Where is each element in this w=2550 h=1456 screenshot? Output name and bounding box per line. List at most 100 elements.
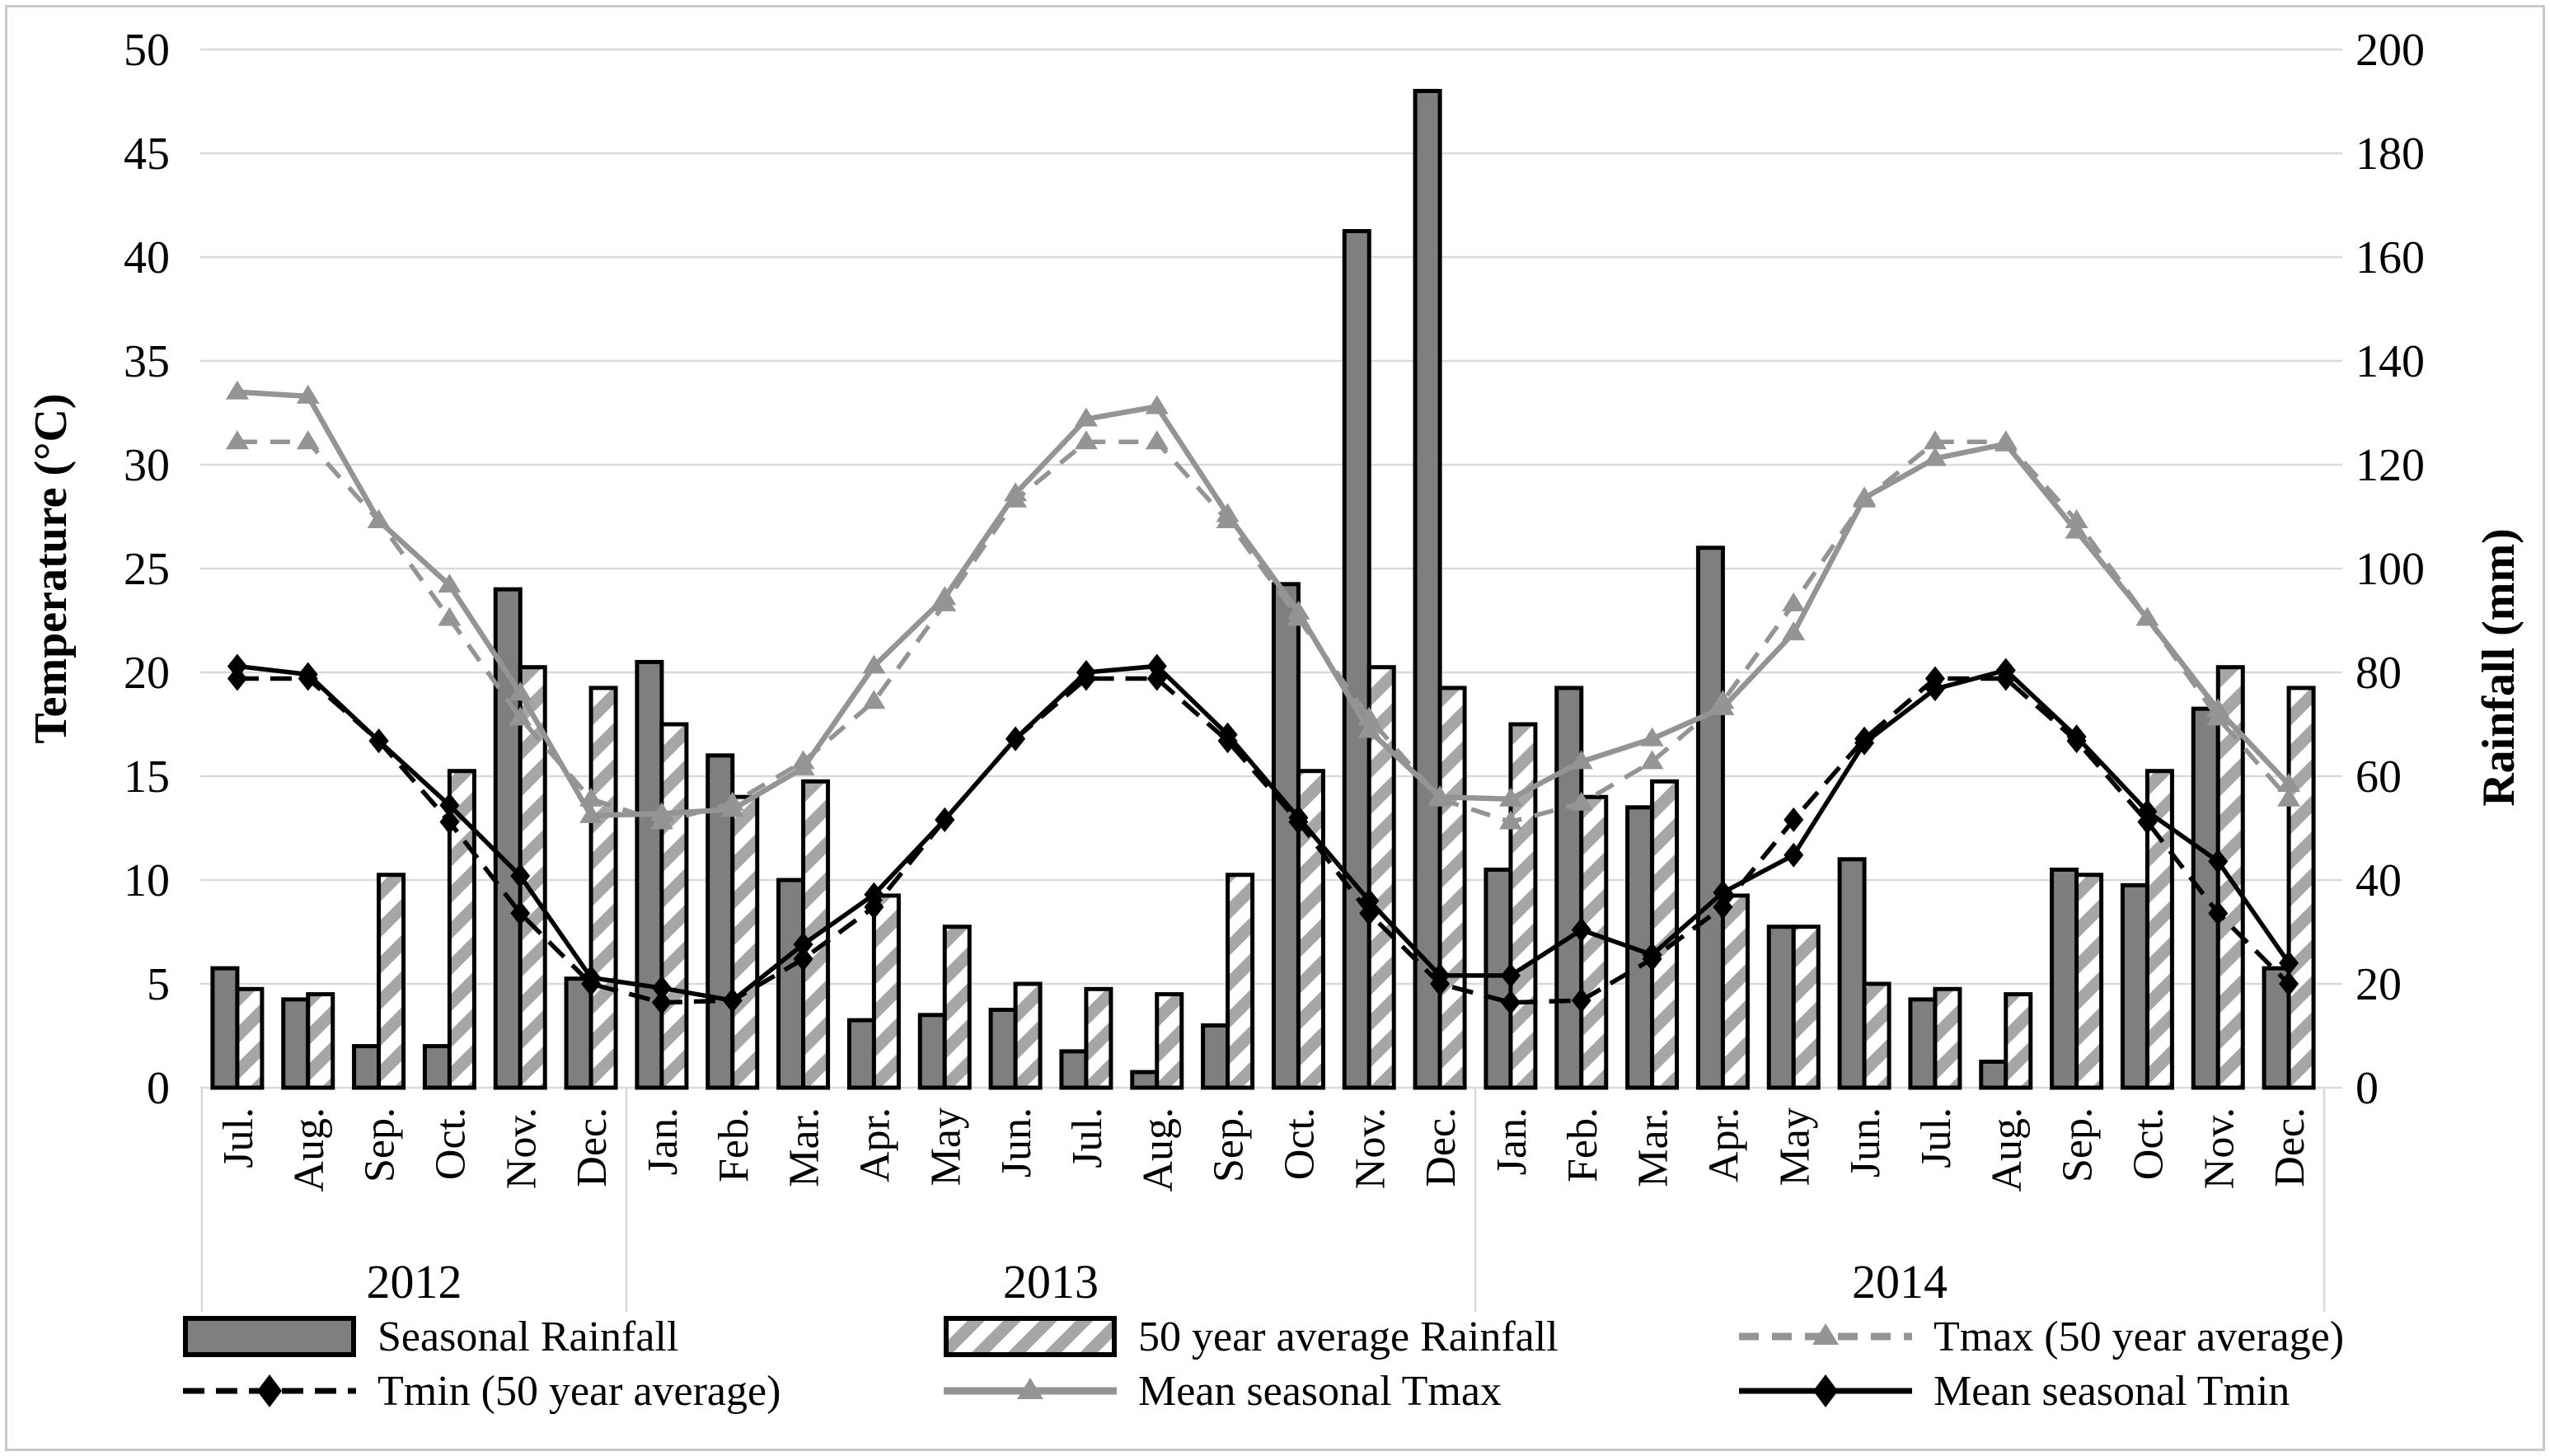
month-label: Dec. [569, 1107, 616, 1187]
bar-seasonal [564, 976, 593, 1090]
left-tick-label: 50 [124, 25, 170, 76]
month-label: Mar. [1630, 1107, 1677, 1187]
diamond-marker [1146, 653, 1167, 679]
triangle-marker [1923, 447, 1947, 466]
month-label: Jul. [215, 1107, 262, 1168]
month-label: Sep. [357, 1107, 404, 1182]
bar-average [2074, 873, 2104, 1090]
bar-seasonal [1908, 997, 1938, 1090]
right-tick-label: 160 [2355, 232, 2425, 283]
right-tick-label: 20 [2355, 959, 2402, 1010]
triangle-marker [1498, 787, 1522, 807]
month-label: May [1771, 1107, 1818, 1186]
diamond-marker [864, 882, 884, 907]
diamond-marker [1288, 805, 1309, 831]
triangle-marker [1287, 600, 1310, 620]
chart-frame [5, 5, 2545, 1451]
bar-average [2215, 665, 2245, 1090]
diamond-marker [2208, 849, 2229, 874]
triangle-marker [1498, 810, 1522, 830]
right-tick-label: 200 [2355, 25, 2425, 76]
bars-50yr-average-rainfall [235, 665, 2316, 1090]
triangle-marker [1711, 695, 1735, 715]
bar-average [588, 686, 618, 1090]
bar-seasonal [1837, 857, 1867, 1090]
month-label: Aug. [1135, 1107, 1182, 1192]
diamond-marker [227, 666, 247, 691]
diamond-marker [1713, 894, 1733, 920]
series-line [237, 439, 2291, 825]
diamond-marker [1713, 880, 1733, 906]
triangle-marker [438, 606, 462, 626]
dashed-gray-triangle-line-icon [1739, 1315, 1912, 1358]
bar-average [1791, 925, 1821, 1090]
bar-seasonal [635, 659, 664, 1090]
month-label: Aug. [286, 1107, 333, 1192]
diamond-marker [1854, 730, 1875, 756]
bar-average [1226, 873, 1255, 1090]
series-line [237, 663, 2291, 1004]
diamond-marker [1500, 962, 1521, 988]
year-separators [200, 1088, 2326, 1312]
month-label: Oct. [1276, 1107, 1323, 1180]
legend-label: 50 year average Rainfall [1138, 1313, 1559, 1360]
month-labels: Jul. Aug. Sep. Oct. Nov. Dec. Jan. Feb. Mar. Apr.… [215, 1107, 2313, 1192]
month-label: Apr. [851, 1107, 898, 1182]
right-tick-label: 180 [2355, 129, 2425, 180]
bar-seasonal [2050, 867, 2079, 1090]
diamond-marker [793, 932, 813, 957]
left-tick-label: 0 [147, 1063, 170, 1114]
diamond-marker [1571, 917, 1591, 943]
right-tick-label: 40 [2355, 855, 2402, 906]
dashed-black-diamond-line-icon [183, 1369, 356, 1412]
series-line [237, 676, 2291, 1005]
solid-bar-swatch-icon [183, 1316, 356, 1357]
triangle-marker [296, 430, 320, 450]
legend-item-seasonal-rainfall: Seasonal Rainfall [183, 1310, 678, 1363]
bar-average [1084, 986, 1113, 1090]
year-label: 2014 [1852, 1255, 1948, 1309]
bar-seasonal [422, 1044, 452, 1090]
diamond-marker [2208, 901, 2229, 926]
diamond-marker [439, 809, 460, 835]
year-labels: 2012 2013 2014 [367, 1255, 1948, 1309]
month-label: Mar. [781, 1107, 828, 1187]
triangle-marker [509, 681, 532, 701]
bar-average [801, 779, 831, 1090]
hatched-bar-swatch-icon [944, 1316, 1117, 1357]
bar-seasonal [917, 1013, 947, 1090]
legend-item-50yr-average-rainfall: 50 year average Rainfall [944, 1310, 1559, 1363]
triangle-marker [862, 654, 886, 674]
month-label: Jun. [993, 1107, 1040, 1177]
triangle-marker [225, 430, 249, 450]
legend-label: Mean seasonal Tmin [1934, 1367, 2290, 1415]
month-label: Sep. [1206, 1107, 1253, 1182]
triangle-marker [2206, 698, 2230, 718]
month-label: Aug. [1984, 1107, 2031, 1192]
diamond-marker [581, 965, 602, 990]
month-label: Dec. [2266, 1107, 2313, 1187]
left-tick-label: 30 [124, 440, 170, 491]
triangle-marker [933, 586, 957, 606]
diamond-marker [651, 990, 672, 1015]
bar-seasonal [776, 878, 806, 1090]
left-tick-label: 25 [124, 544, 170, 595]
bar-seasonal [281, 997, 311, 1090]
left-tick-label: 45 [124, 129, 170, 180]
month-label: May [922, 1107, 969, 1186]
diamond-marker [1784, 842, 1804, 868]
month-label: Sep. [2055, 1107, 2102, 1182]
legend-item-tmax-50yr: Tmax (50 year average) [1739, 1310, 2344, 1363]
triangle-marker [509, 706, 532, 726]
bar-average [871, 893, 901, 1090]
triangle-marker [579, 803, 603, 823]
triangle-marker [1145, 395, 1169, 414]
diamond-marker [1005, 726, 1026, 751]
year-label: 2013 [1003, 1255, 1099, 1309]
left-tick-label: 35 [124, 336, 170, 387]
triangle-marker [2135, 606, 2159, 626]
diamond-marker [510, 901, 531, 926]
diamond-marker [2137, 798, 2158, 824]
